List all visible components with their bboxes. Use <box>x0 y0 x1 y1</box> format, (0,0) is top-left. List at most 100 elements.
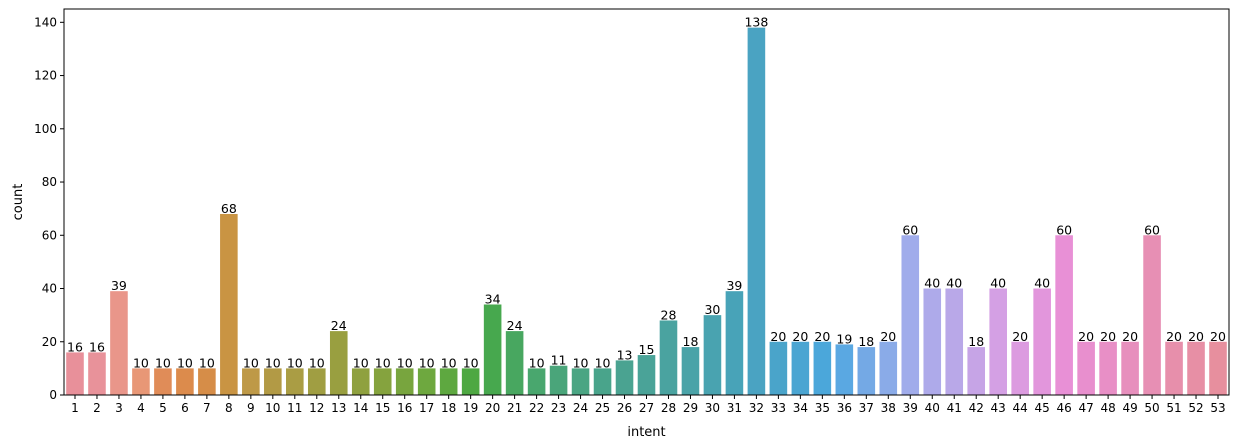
bar-intent-39 <box>901 235 920 395</box>
data-label-intent-30: 30 <box>704 302 720 317</box>
x-tick-label: 31 <box>727 401 742 415</box>
x-tick-label: 40 <box>925 401 940 415</box>
data-label-intent-7: 10 <box>199 355 215 370</box>
data-label-intent-27: 15 <box>639 342 655 357</box>
data-label-intent-44: 20 <box>1012 329 1028 344</box>
bar-intent-53 <box>1209 341 1227 395</box>
bar-intent-21 <box>505 331 524 395</box>
data-label-intent-35: 20 <box>814 329 830 344</box>
y-tick-label: 20 <box>42 335 57 349</box>
data-label-intent-53: 20 <box>1210 329 1226 344</box>
data-label-intent-24: 10 <box>573 355 589 370</box>
x-tick-label: 48 <box>1100 401 1115 415</box>
x-axis-label: intent <box>627 425 665 440</box>
bar-intent-13 <box>329 331 348 395</box>
data-label-intent-19: 10 <box>463 355 479 370</box>
bar-intent-9 <box>242 368 260 395</box>
bar-intent-48 <box>1099 341 1117 395</box>
x-tick-label: 46 <box>1057 401 1072 415</box>
x-tick-label: 44 <box>1013 401 1028 415</box>
bar-intent-40 <box>923 288 942 395</box>
bar-intent-16 <box>395 368 414 395</box>
bar-intent-26 <box>615 360 634 395</box>
data-label-intent-9: 10 <box>243 355 259 370</box>
x-tick-label: 21 <box>507 401 522 415</box>
bar-intent-24 <box>571 368 590 395</box>
bar-intent-17 <box>417 368 436 395</box>
data-label-intent-2: 16 <box>89 339 105 354</box>
data-label-intent-34: 20 <box>792 329 808 344</box>
bar-intent-51 <box>1165 341 1183 395</box>
x-tick-label: 10 <box>265 401 280 415</box>
data-label-intent-12: 10 <box>309 355 325 370</box>
x-tick-label: 38 <box>881 401 896 415</box>
data-label-intent-42: 18 <box>968 334 984 349</box>
bar-intent-27 <box>637 355 656 395</box>
x-tick-label: 29 <box>683 401 698 415</box>
x-axis-ticks: 1 2 3 4 5 6 7 8 9 10 11 12 13 14 15 16 17 18 19 20 21 22 23 24 2… <box>71 395 1226 415</box>
x-tick-label: 18 <box>441 401 456 415</box>
x-tick-label: 25 <box>595 401 610 415</box>
x-tick-label: 30 <box>705 401 720 415</box>
bar-intent-10 <box>264 368 282 395</box>
x-tick-label: 12 <box>309 401 324 415</box>
data-label-intent-51: 20 <box>1166 329 1182 344</box>
data-label-intent-38: 20 <box>880 329 896 344</box>
x-tick-label: 32 <box>749 401 764 415</box>
x-tick-label: 52 <box>1188 401 1203 415</box>
data-label-intent-15: 10 <box>375 355 391 370</box>
y-axis-ticks: 0 20 40 60 80 100 120 140 <box>34 15 64 402</box>
data-label-intent-41: 40 <box>946 276 962 291</box>
data-label-intent-16: 10 <box>397 355 413 370</box>
data-label-intent-8: 68 <box>221 201 237 216</box>
data-label-intent-14: 10 <box>353 355 369 370</box>
bar-intent-38 <box>879 341 898 395</box>
data-label-intent-3: 39 <box>111 278 127 293</box>
x-tick-label: 17 <box>419 401 434 415</box>
x-tick-label: 34 <box>793 401 808 415</box>
x-tick-label: 49 <box>1122 401 1137 415</box>
bar-intent-1 <box>66 352 84 395</box>
x-tick-label: 1 <box>71 401 79 415</box>
data-label-intent-4: 10 <box>133 355 149 370</box>
bar-intent-34 <box>791 341 810 395</box>
data-label-intent-31: 39 <box>726 278 742 293</box>
x-tick-label: 50 <box>1144 401 1159 415</box>
bar-intent-25 <box>593 368 612 395</box>
bar-intent-7 <box>198 368 216 395</box>
bar-intent-18 <box>439 368 458 395</box>
bar-intent-30 <box>703 315 722 395</box>
x-tick-label: 47 <box>1078 401 1093 415</box>
data-label-intent-13: 24 <box>331 318 347 333</box>
data-label-intent-21: 24 <box>507 318 523 333</box>
y-tick-label: 40 <box>42 282 57 296</box>
x-tick-label: 37 <box>859 401 874 415</box>
bar-intent-44 <box>1011 341 1029 395</box>
data-label-intent-39: 60 <box>902 222 918 237</box>
bar-intent-50 <box>1143 235 1161 395</box>
data-labels-group: 16 16 39 10 10 10 10 68 10 10 10 10 24 10 10 10 10 10 10 34… <box>67 15 1226 371</box>
data-label-intent-37: 18 <box>858 334 874 349</box>
bar-intent-22 <box>527 368 546 395</box>
data-label-intent-10: 10 <box>265 355 281 370</box>
x-tick-label: 20 <box>485 401 500 415</box>
data-label-intent-48: 20 <box>1100 329 1116 344</box>
data-label-intent-25: 10 <box>595 355 611 370</box>
bar-intent-11 <box>286 368 304 395</box>
bar-intent-32 <box>747 27 766 395</box>
bar-intent-52 <box>1187 341 1205 395</box>
x-tick-label: 11 <box>287 401 302 415</box>
bar-intent-28 <box>659 320 678 395</box>
x-tick-label: 8 <box>225 401 233 415</box>
data-label-intent-5: 10 <box>155 355 171 370</box>
x-tick-label: 6 <box>181 401 189 415</box>
y-tick-label: 80 <box>42 175 57 189</box>
x-tick-label: 26 <box>617 401 632 415</box>
y-tick-label: 60 <box>42 228 57 242</box>
x-tick-label: 42 <box>969 401 984 415</box>
x-tick-label: 2 <box>93 401 101 415</box>
x-tick-label: 24 <box>573 401 588 415</box>
x-tick-label: 9 <box>247 401 255 415</box>
y-tick-label: 120 <box>34 69 57 83</box>
